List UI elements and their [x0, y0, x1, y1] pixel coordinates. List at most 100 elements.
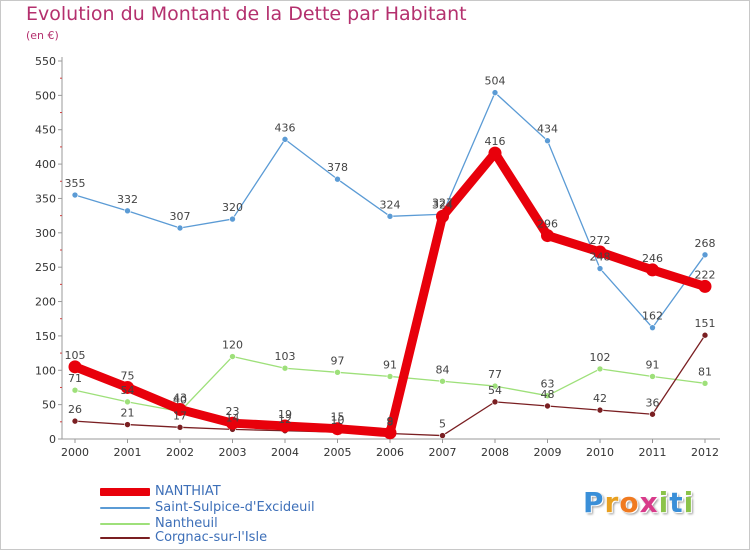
data-label-saint-sulpice-d-excideuil: 307: [170, 210, 191, 223]
y-tick-label: 150: [35, 330, 56, 343]
data-point-nanthiat: [593, 245, 607, 259]
data-label-saint-sulpice-d-excideuil: 320: [222, 201, 243, 214]
data-label-nantheuil: 91: [383, 358, 397, 371]
x-tick-label: 2001: [114, 446, 142, 459]
logo-letter: x: [639, 486, 659, 519]
data-point-saint-sulpice-d-excideuil: [701, 251, 709, 259]
data-label-nanthiat: 324: [432, 198, 453, 211]
data-label-saint-sulpice-d-excideuil: 332: [117, 193, 138, 206]
data-point-corgnac-sur-l-isle: [176, 424, 184, 431]
x-tick-label: 2008: [481, 446, 509, 459]
data-label-nanthiat: 105: [65, 349, 86, 362]
data-point-nantheuil: [544, 392, 551, 400]
data-point-nantheuil: [701, 380, 709, 387]
x-tick-label: 2006: [376, 446, 404, 459]
data-label-nantheuil: 40: [173, 394, 187, 407]
data-label-corgnac-sur-l-isle: 54: [488, 384, 502, 397]
data-point-corgnac-sur-l-isle: [71, 417, 79, 425]
y-tick-label: 450: [35, 124, 56, 137]
chart-subtitle: (en €): [26, 29, 59, 42]
data-point-saint-sulpice-d-excideuil: [229, 215, 236, 223]
data-label-corgnac-sur-l-isle: 26: [68, 403, 82, 416]
data-label-saint-sulpice-d-excideuil: 434: [537, 123, 558, 136]
y-tick-label: 200: [35, 296, 56, 309]
data-point-nanthiat: [278, 419, 292, 433]
legend-swatch-nanthiat: [100, 488, 150, 496]
data-label-saint-sulpice-d-excideuil: 248: [590, 251, 611, 264]
logo-letter: o: [619, 486, 640, 519]
data-point-corgnac-sur-l-isle: [124, 421, 131, 428]
data-point-corgnac-sur-l-isle: [596, 406, 604, 414]
data-point-saint-sulpice-d-excideuil: [544, 137, 551, 145]
data-label-corgnac-sur-l-isle: 48: [541, 388, 555, 401]
data-point-nantheuil: [281, 364, 289, 372]
data-label-corgnac-sur-l-isle: 12: [278, 413, 292, 426]
y-tick-label: 100: [35, 364, 56, 377]
data-label-nanthiat: 43: [173, 391, 187, 404]
logo-letter: t: [669, 486, 684, 519]
data-label-nanthiat: 15: [331, 411, 345, 424]
x-tick-label: 2002: [166, 446, 194, 459]
x-tick-label: 2012: [691, 446, 719, 459]
data-label-saint-sulpice-d-excideuil: 436: [275, 121, 296, 134]
legend-label-saint-sulpice: Saint-Sulpice-d'Excideuil: [155, 500, 315, 515]
data-label-nanthiat: 296: [537, 218, 558, 231]
data-label-nantheuil: 54: [121, 384, 135, 397]
y-tick-label: 50: [42, 399, 56, 412]
data-label-corgnac-sur-l-isle: 36: [646, 396, 660, 409]
data-label-corgnac-sur-l-isle: 10: [331, 414, 345, 427]
data-point-nanthiat: [436, 209, 449, 223]
y-tick-label: 250: [35, 261, 56, 274]
data-point-nantheuil: [439, 377, 446, 385]
data-label-corgnac-sur-l-isle: 8: [387, 416, 394, 429]
chart-title: Evolution du Montant de la Dette par Hab…: [26, 3, 467, 25]
data-label-nantheuil: 63: [541, 378, 555, 391]
data-label-corgnac-sur-l-isle: 14: [226, 411, 240, 424]
data-label-nantheuil: 120: [222, 339, 243, 352]
data-label-corgnac-sur-l-isle: 42: [593, 392, 607, 405]
series-line-nanthiat: [70, 148, 710, 438]
logo-letter: r: [604, 486, 620, 519]
data-label-corgnac-sur-l-isle: 21: [121, 407, 135, 420]
x-tick-label: 2009: [534, 446, 562, 459]
data-label-nanthiat: 19: [278, 408, 292, 421]
logo-letter: i: [683, 486, 695, 519]
x-tick-label: 2007: [429, 446, 457, 459]
data-label-saint-sulpice-d-excideuil: 327: [432, 196, 453, 209]
logo-letter: P: [583, 486, 605, 519]
legend-label-nanthiat: NANTHIAT: [155, 484, 221, 499]
data-point-nanthiat: [541, 229, 554, 243]
data-point-saint-sulpice-d-excideuil: [281, 136, 289, 143]
data-label-nanthiat: 222: [695, 268, 716, 281]
data-point-nanthiat: [488, 146, 502, 160]
legend-label-nantheuil: Nantheuil: [155, 516, 218, 531]
data-label-nanthiat: 416: [485, 135, 506, 148]
legend-swatch-saint-sulpice: [100, 507, 150, 509]
data-label-corgnac-sur-l-isle: 17: [173, 409, 187, 422]
x-tick-label: 2003: [219, 446, 247, 459]
data-point-corgnac-sur-l-isle: [544, 402, 551, 410]
data-point-saint-sulpice-d-excideuil: [649, 324, 656, 331]
data-label-nantheuil: 77: [488, 368, 502, 381]
data-label-nanthiat: 23: [226, 405, 240, 418]
data-point-corgnac-sur-l-isle: [701, 331, 709, 339]
data-label-nanthiat: 272: [590, 234, 611, 247]
data-point-saint-sulpice-d-excideuil: [124, 207, 131, 215]
data-label-nanthiat: 75: [121, 369, 135, 382]
data-point-nantheuil: [491, 382, 499, 390]
x-tick-label: 2010: [586, 446, 614, 459]
data-point-nantheuil: [334, 369, 341, 376]
data-point-nanthiat: [331, 422, 344, 436]
x-tick-label: 2004: [271, 446, 299, 459]
data-point-corgnac-sur-l-isle: [491, 398, 499, 406]
data-point-nantheuil: [649, 373, 656, 380]
y-tick-label: 550: [35, 55, 56, 68]
logo-letter: i: [658, 486, 670, 519]
y-tick-label: 300: [35, 227, 56, 240]
data-point-nantheuil: [386, 373, 394, 380]
data-label-saint-sulpice-d-excideuil: 504: [485, 75, 506, 88]
data-label-nantheuil: 91: [646, 358, 660, 371]
data-point-nanthiat: [121, 380, 134, 394]
legend-swatch-corgnac: [100, 537, 150, 539]
data-label-nantheuil: 81: [698, 365, 712, 378]
